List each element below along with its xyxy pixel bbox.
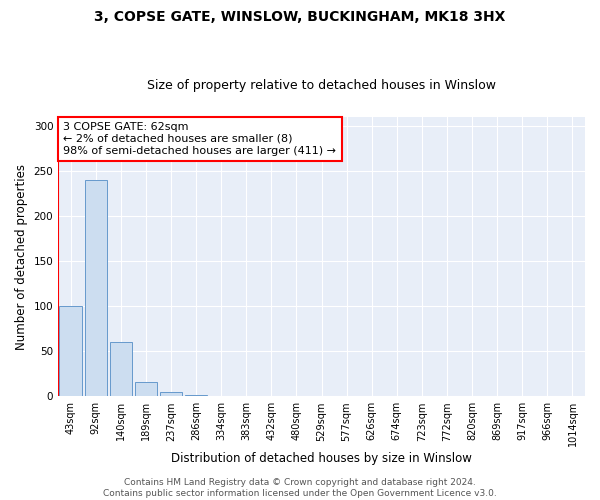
- Y-axis label: Number of detached properties: Number of detached properties: [15, 164, 28, 350]
- Title: Size of property relative to detached houses in Winslow: Size of property relative to detached ho…: [147, 79, 496, 92]
- Text: 3, COPSE GATE, WINSLOW, BUCKINGHAM, MK18 3HX: 3, COPSE GATE, WINSLOW, BUCKINGHAM, MK18…: [94, 10, 506, 24]
- Bar: [59, 306, 82, 396]
- Bar: [110, 342, 132, 396]
- X-axis label: Distribution of detached houses by size in Winslow: Distribution of detached houses by size …: [171, 452, 472, 465]
- Bar: [160, 392, 182, 396]
- Bar: [85, 180, 107, 396]
- Text: Contains HM Land Registry data © Crown copyright and database right 2024.
Contai: Contains HM Land Registry data © Crown c…: [103, 478, 497, 498]
- Text: 3 COPSE GATE: 62sqm
← 2% of detached houses are smaller (8)
98% of semi-detached: 3 COPSE GATE: 62sqm ← 2% of detached hou…: [64, 122, 337, 156]
- Bar: [134, 382, 157, 396]
